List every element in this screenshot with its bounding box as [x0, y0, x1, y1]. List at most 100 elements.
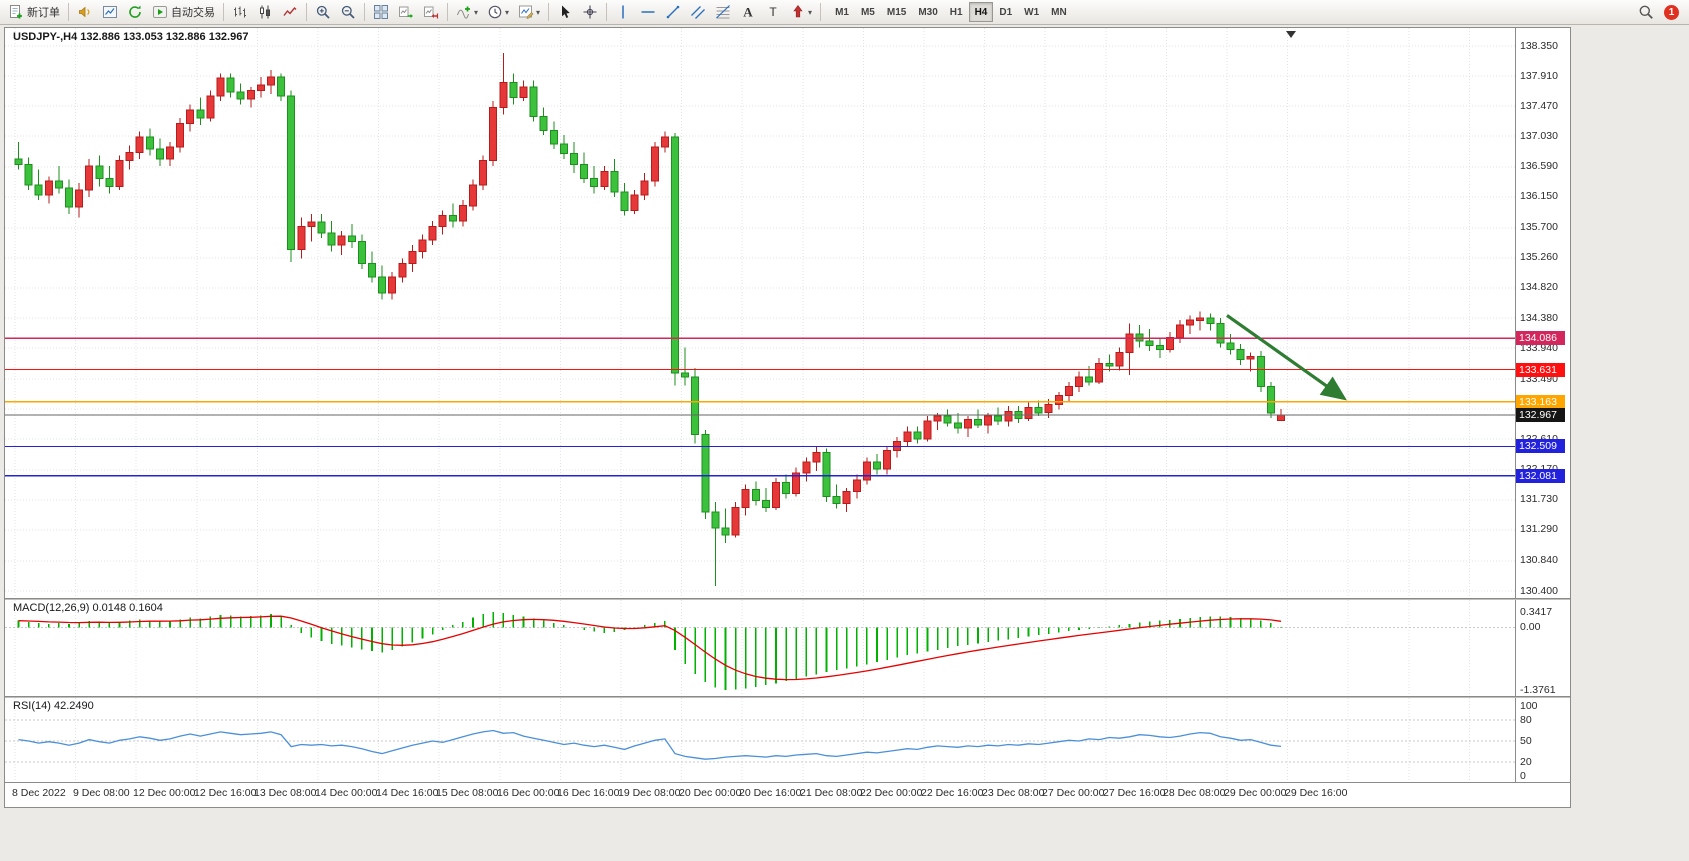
price-axis[interactable]: 138.350 137.910 137.470 137.030 136.590 136.1…: [1515, 28, 1570, 598]
timeframe-button-mn[interactable]: MN: [1051, 6, 1067, 18]
fibonacci-button[interactable]: [711, 2, 735, 23]
timeframe-button-m1[interactable]: M1: [835, 6, 849, 18]
timeframe-button-d1[interactable]: D1: [999, 6, 1013, 18]
dropdown-arrow-icon: ▾: [474, 7, 479, 17]
channel-button[interactable]: [686, 2, 710, 23]
rsi-scale-label: 100: [1520, 700, 1538, 712]
chart-shift-marker-icon[interactable]: [1286, 31, 1296, 38]
price-tick-label: 133.940: [1520, 342, 1558, 354]
macd-panel[interactable]: MACD(12,26,9) 0.0148 0.1604: [5, 600, 1515, 696]
timeframe-button-m5[interactable]: M5: [860, 6, 875, 18]
grid-vertical: [14, 698, 1470, 782]
vertical-line-button[interactable]: [611, 2, 635, 23]
trendline-button[interactable]: [661, 2, 685, 23]
panel-splitter[interactable]: [5, 598, 1570, 600]
macd-plot[interactable]: [5, 600, 1515, 696]
time-tick-label: 20 Dec 00:00: [679, 787, 742, 799]
line-chart-button[interactable]: [278, 2, 302, 23]
crosshair-button[interactable]: [578, 2, 602, 23]
time-tick-label: 12 Dec 00:00: [133, 787, 196, 799]
timeframe-button-h4[interactable]: H4: [968, 2, 994, 22]
workspace: USDJPY-,H4 132.886 133.053 132.886 132.9…: [0, 25, 1689, 861]
toolbar-separator: [548, 3, 550, 21]
bar-chart-button[interactable]: [228, 2, 252, 23]
bid-price-tag: 132.967: [1516, 408, 1565, 422]
timeframe-button-w1[interactable]: W1: [1024, 6, 1040, 18]
zoom-in-button[interactable]: [311, 2, 335, 23]
bar-chart-icon: [234, 6, 246, 18]
text-button[interactable]: A: [736, 2, 760, 23]
auto-scroll-icon: [399, 6, 413, 18]
autotrading-button[interactable]: 自动交易: [148, 2, 219, 23]
price-tick-label: 130.400: [1520, 585, 1558, 597]
templates-button[interactable]: ▾: [514, 2, 544, 23]
alerts-button[interactable]: [73, 2, 97, 23]
toolbar-separator: [364, 3, 365, 21]
indicators-button[interactable]: ▾: [452, 2, 482, 23]
zoom-out-icon: [341, 5, 355, 19]
indicators-icon: [457, 6, 470, 19]
new-order-button[interactable]: 新订单: [4, 2, 64, 23]
periods-button[interactable]: ▾: [483, 2, 513, 23]
price-line-tag: 133.163: [1516, 395, 1565, 409]
price-tick-label: 137.910: [1520, 70, 1558, 82]
main-chart-plot[interactable]: [5, 28, 1515, 598]
auto-scroll-button[interactable]: [394, 2, 418, 23]
price-tick-label: 135.260: [1520, 251, 1558, 263]
timeframe-button-m30[interactable]: M30: [918, 6, 938, 18]
market-watch-button[interactable]: [98, 2, 122, 23]
toolbar-separator: [223, 3, 224, 21]
candle-chart-icon: [260, 5, 270, 19]
macd-axis[interactable]: 0.3417 0.00 -1.3761: [1515, 600, 1570, 696]
arrows-button[interactable]: ▾: [786, 2, 816, 23]
rsi-scale-label: 50: [1520, 735, 1532, 747]
time-tick-label: 27 Dec 16:00: [1103, 787, 1166, 799]
rsi-axis[interactable]: 100 80 50 20 0: [1515, 698, 1570, 782]
tile-windows-button[interactable]: [369, 2, 393, 23]
market-watch-icon: [103, 6, 117, 18]
trend-arrow[interactable]: [1226, 314, 1348, 401]
horizontal-line-button[interactable]: [636, 2, 660, 23]
price-tick-label: 131.730: [1520, 493, 1558, 505]
text-label-button[interactable]: T: [761, 2, 785, 23]
period-icon: [488, 5, 502, 19]
cursor-icon: [562, 5, 570, 18]
price-line-tag: 132.509: [1516, 439, 1565, 453]
search-button[interactable]: [1634, 2, 1658, 23]
timeframe-button-m15[interactable]: M15: [886, 6, 907, 18]
rsi-scale-label: 20: [1520, 756, 1532, 768]
time-tick-label: 19 Dec 08:00: [618, 787, 681, 799]
cursor-button[interactable]: [553, 2, 577, 23]
text-icon: A: [743, 5, 753, 20]
grid-vertical: [14, 600, 1470, 696]
time-tick-label: 22 Dec 00:00: [860, 787, 923, 799]
panel-splitter[interactable]: [5, 696, 1570, 698]
macd-label: MACD(12,26,9) 0.0148 0.1604: [13, 602, 163, 614]
price-tick-label: 133.490: [1520, 373, 1558, 385]
time-tick-label: 14 Dec 00:00: [315, 787, 378, 799]
price-tick-label: 136.590: [1520, 160, 1558, 172]
price-tick-label: 134.380: [1520, 312, 1558, 324]
main-chart-area[interactable]: USDJPY-,H4 132.886 133.053 132.886 132.9…: [5, 28, 1515, 598]
time-axis[interactable]: 8 Dec 2022 9 Dec 08:00 12 Dec 00:00 12 Dec …: [5, 782, 1570, 802]
time-tick-label: 22 Dec 16:00: [921, 787, 984, 799]
timeframe-buttons: M1 M5 M15 M30 H1 H4 D1 W1 MN: [829, 2, 1073, 22]
price-tick-label: 136.150: [1520, 190, 1558, 202]
candle-chart-button[interactable]: [253, 2, 277, 23]
chart-shift-button[interactable]: [419, 2, 443, 23]
price-line-tag: 134.086: [1516, 331, 1565, 345]
notification-badge[interactable]: 1: [1664, 4, 1679, 20]
rsi-label: RSI(14) 42.2490: [13, 700, 94, 712]
macd-scale-label: 0.00: [1520, 621, 1541, 633]
dropdown-arrow-icon: ▾: [808, 7, 813, 17]
toolbar: 新订单 自动交易 ▾ ▾ ▾ A T ▾ M1 M5 M15 M30 H1 H4 D1 W1 MN 1: [0, 0, 1689, 25]
chart-title: USDJPY-,H4 132.886 133.053 132.886 132.9…: [13, 31, 249, 43]
timeframe-button-h1[interactable]: H1: [949, 6, 963, 18]
dropdown-arrow-icon: ▾: [505, 7, 510, 17]
zoom-out-button[interactable]: [336, 2, 360, 23]
rsi-plot[interactable]: [5, 698, 1515, 782]
refresh-button[interactable]: [123, 2, 147, 23]
price-tick-label: 137.470: [1520, 100, 1558, 112]
grid-horizontal: [5, 45, 1515, 592]
rsi-panel[interactable]: RSI(14) 42.2490: [5, 698, 1515, 782]
